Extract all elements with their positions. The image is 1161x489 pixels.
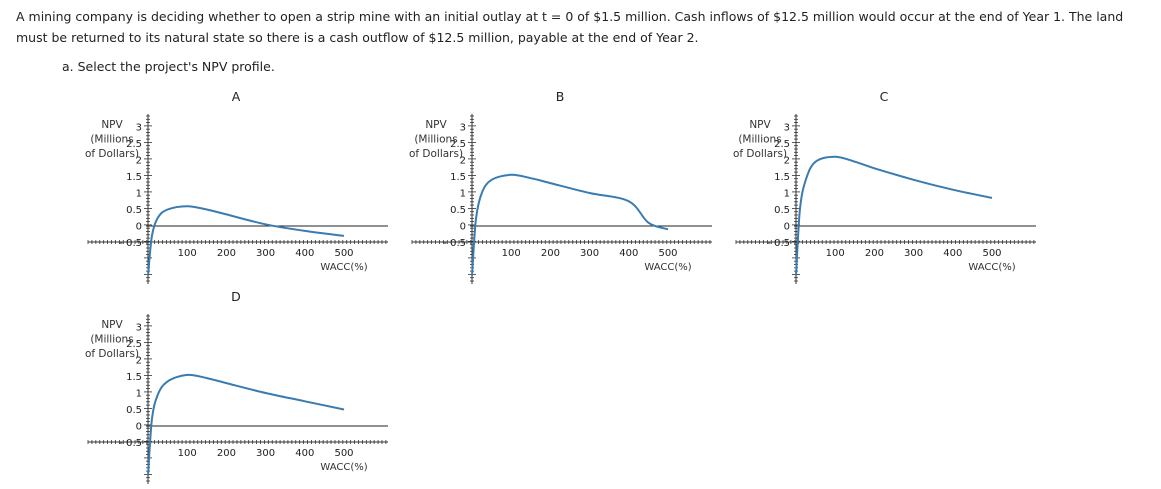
y-tick-label: 1.5 [774,172,790,183]
y-tick-label: 2.5 [126,339,142,350]
y-axis-title: NPV [425,119,447,131]
x-tick-label: 400 [295,248,314,259]
npv-curve [471,173,669,276]
y-tick-label: 2 [784,156,790,167]
y-axis-title: (Millions [738,134,781,146]
x-tick-label: 400 [943,248,962,259]
x-tick-label: 500 [658,248,677,259]
x-tick-label: 200 [865,248,884,259]
y-tick-label: - 0.5 [119,238,142,249]
y-tick-label: 0.5 [126,205,142,216]
y-axis-title: of Dollars) [733,148,787,160]
y-tick-label: 0 [136,422,142,433]
y-tick-label: 1 [784,189,790,200]
x-tick-label: 300 [904,248,923,259]
npv-chart-a[interactable]: NPV (Millions of Dollars) 3 2.5 2 1.5 1 0.5 0 - 0.… [85,114,388,284]
x-tick-label: 200 [217,248,236,259]
y-tick-label: 2 [136,156,142,167]
y-tick-label: 1 [136,389,142,400]
y-tick-label: 0.5 [450,205,466,216]
y-tick-label: 2 [460,156,466,167]
y-axis-title: (Millions [90,334,133,346]
x-tick-label: 400 [619,248,638,259]
y-tick-label: 2 [136,356,142,367]
npv-chart-c[interactable]: NPV (Millions of Dollars) 3 2.5 2 1.5 1 0.5 0 - 0.… [733,114,1036,284]
x-tick-label: 500 [334,448,353,459]
x-tick-label: 500 [334,248,353,259]
npv-curve [147,373,345,476]
x-tick-label: 100 [178,248,197,259]
y-tick-label: 1.5 [126,172,142,183]
y-tick-label: 3 [136,323,142,334]
x-tick-label: 300 [256,248,275,259]
y-axis-title: NPV [101,119,123,131]
npv-chart-d[interactable]: NPV (Millions of Dollars) 3 2.5 2 1.5 1 0.5 0 - 0.… [85,314,388,484]
y-tick-label: 3 [460,123,466,134]
x-axis-title: WACC(%) [320,462,367,473]
x-tick-label: 100 [826,248,845,259]
option-a-label[interactable]: A [231,89,241,104]
y-tick-label: 1 [136,189,142,200]
y-axis-title: NPV [101,319,123,331]
x-tick-label: 500 [982,248,1001,259]
y-axis-title: of Dollars) [85,348,139,360]
y-tick-label: 2.5 [774,139,790,150]
y-tick-label: 3 [784,123,790,134]
y-tick-label: - 0.5 [443,238,466,249]
npv-chart-b[interactable]: NPV (Millions of Dollars) 3 2.5 2 1.5 1 0.5 0 - 0.… [409,114,712,284]
question-text: A mining company is deciding whether to … [16,9,1124,45]
y-axis-title: of Dollars) [409,148,463,160]
x-tick-label: 100 [178,448,197,459]
y-tick-label: 0.5 [126,405,142,416]
x-axis-title: WACC(%) [644,262,691,273]
x-tick-label: 200 [541,248,560,259]
x-axis-title: WACC(%) [968,262,1015,273]
y-tick-label: 2.5 [126,139,142,150]
y-tick-label: - 0.5 [767,238,790,249]
npv-curve [795,155,993,276]
part-a-prompt: a. Select the project's NPV profile. [62,59,275,74]
npv-curve [147,205,345,276]
y-tick-label: 3 [136,123,142,134]
y-axis-title: (Millions [414,134,457,146]
x-tick-label: 300 [256,448,275,459]
y-tick-label: - 0.5 [119,438,142,449]
x-tick-label: 400 [295,448,314,459]
x-tick-label: 300 [580,248,599,259]
option-d-label[interactable]: D [231,289,241,304]
option-b-label[interactable]: B [555,89,565,104]
x-axis-title: WACC(%) [320,262,367,273]
y-tick-label: 0 [136,222,142,233]
y-axis-title: NPV [749,119,771,131]
y-tick-label: 0 [784,222,790,233]
y-tick-label: 1.5 [450,172,466,183]
x-tick-label: 200 [217,448,236,459]
x-tick-label: 100 [502,248,521,259]
y-tick-label: 2.5 [450,139,466,150]
y-axis-title: (Millions [90,134,133,146]
y-tick-label: 1.5 [126,372,142,383]
y-axis-title: of Dollars) [85,148,139,160]
y-tick-label: 1 [460,189,466,200]
y-tick-label: 0 [460,222,466,233]
option-c-label[interactable]: C [879,89,889,104]
y-tick-label: 0.5 [774,205,790,216]
